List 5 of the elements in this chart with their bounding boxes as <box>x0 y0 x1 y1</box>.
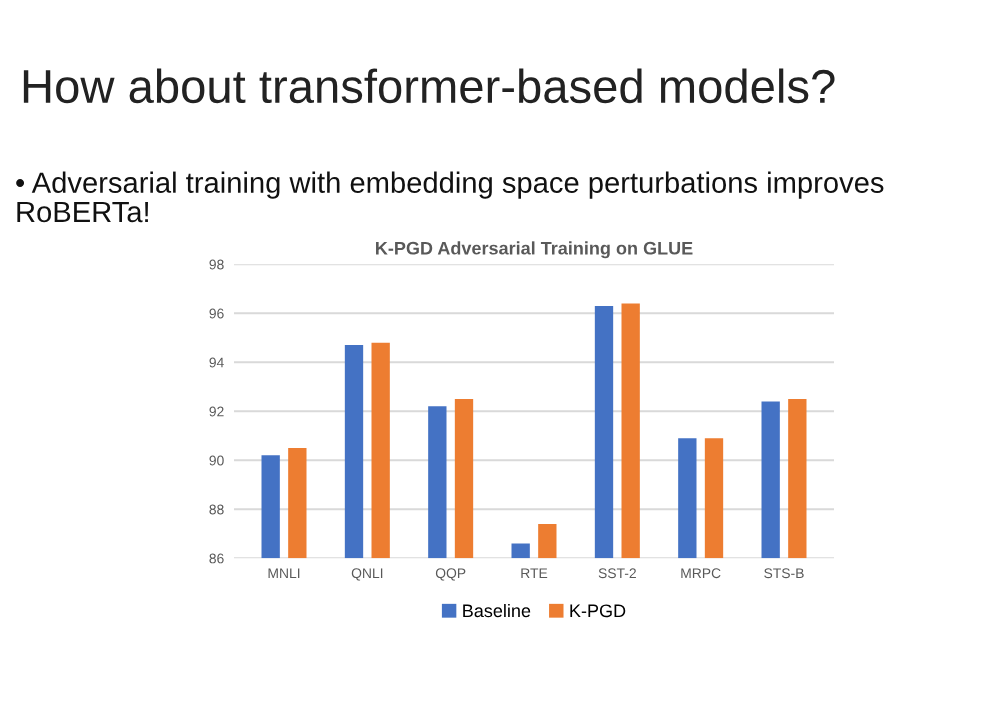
text: K-PGD Adversarial Training on GLUE <box>376 241 693 259</box>
chart-subtitle: • Adversarial training with embedding space perturbations improves RoBERTa! <box>16 171 884 223</box>
legend-label: K-PGD <box>570 604 626 618</box>
chart-title: How about transformer-based models? <box>23 68 835 104</box>
legend-label: Baseline <box>463 603 531 618</box>
